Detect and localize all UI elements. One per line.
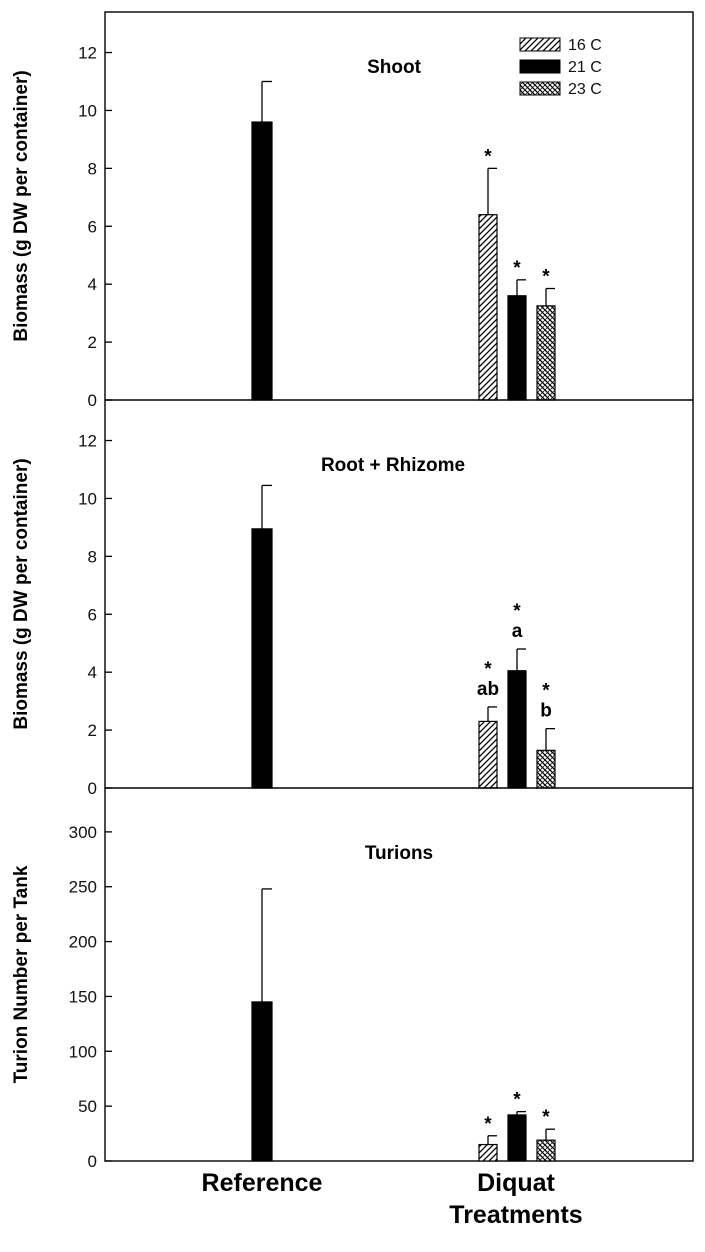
y-tick-label: 2	[88, 721, 97, 740]
y-tick-label: 0	[88, 1152, 97, 1171]
legend-label: 21 C	[568, 59, 602, 76]
significance-asterisk: *	[484, 146, 492, 167]
panel-1: 0 2 4 6 8 10 12 Biomass (g DW per container) Sho…	[11, 44, 556, 410]
y-axis-title: Biomass (g DW per container)	[11, 70, 32, 341]
reference-bar	[251, 528, 273, 789]
y-tick-label: 4	[88, 275, 97, 294]
panel-title: Root + Rhizome	[321, 455, 465, 476]
letter-label: a	[512, 621, 523, 642]
reference-bar	[251, 121, 273, 401]
y-tick-label: 250	[69, 878, 97, 897]
y-tick-label: 4	[88, 663, 97, 682]
treatment-23c-bar	[536, 749, 556, 789]
panel-2: 0 2 4 6 8 10 12 Biomass (g DW per container) Roo…	[11, 399, 693, 798]
reference-bar	[251, 1001, 273, 1162]
significance-asterisk: *	[542, 1107, 550, 1128]
significance-asterisk: *	[513, 258, 521, 279]
treatment-16c-bar	[478, 214, 498, 401]
y-tick-label: 6	[88, 605, 97, 624]
y-tick-label: 50	[78, 1097, 97, 1116]
y-tick-label: 12	[78, 44, 97, 63]
treatment-23c-bar	[536, 305, 556, 401]
y-tick-label: 12	[78, 432, 97, 451]
y-tick-label: 2	[88, 333, 97, 352]
significance-asterisk: *	[484, 1114, 492, 1135]
x-category-labels: Reference Diquat Treatments	[202, 1169, 583, 1229]
y-tick-label: 150	[69, 987, 97, 1006]
plot-frame	[104, 11, 694, 1162]
significance-asterisk: *	[513, 1090, 521, 1111]
legend-label: 16 C	[568, 37, 602, 54]
x-category-diquat-line1: Diquat	[477, 1169, 555, 1197]
legend-swatch-16c	[519, 37, 561, 52]
legend-swatch-23c	[519, 81, 561, 96]
letter-label: ab	[477, 679, 499, 700]
y-axis-title: Biomass (g DW per container)	[11, 458, 32, 729]
significance-asterisk: *	[513, 601, 521, 622]
panels: 0 2 4 6 8 10 12 Biomass (g DW per container) Sho…	[11, 44, 693, 1171]
treatment-16c-bar	[478, 1143, 498, 1162]
y-tick-label: 100	[69, 1042, 97, 1061]
y-tick-label: 6	[88, 217, 97, 236]
panel-title: Turions	[365, 843, 433, 864]
treatment-21c-bar	[507, 295, 527, 401]
panel-title: Shoot	[367, 57, 421, 78]
y-tick-label: 8	[88, 159, 97, 178]
y-tick-label: 10	[78, 101, 97, 120]
treatment-23c-bar	[536, 1139, 556, 1162]
significance-asterisk: *	[484, 659, 492, 680]
y-tick-label: 300	[69, 823, 97, 842]
x-category-diquat-line2: Treatments	[449, 1201, 582, 1229]
y-tick-label: 200	[69, 933, 97, 952]
significance-asterisk: *	[542, 681, 550, 702]
x-category-reference: Reference	[202, 1169, 323, 1197]
y-tick-label: 10	[78, 489, 97, 508]
y-axis-title: Turion Number per Tank	[11, 865, 32, 1083]
legend: 16 C 21 C 23 C	[519, 37, 602, 98]
y-tick-label: 8	[88, 547, 97, 566]
legend-swatch-21c	[519, 59, 561, 74]
significance-asterisk: *	[542, 267, 550, 288]
letter-label: b	[540, 701, 552, 722]
treatment-21c-bar	[507, 670, 527, 789]
y-tick-label: 0	[88, 779, 97, 798]
treatment-16c-bar	[478, 720, 498, 789]
panel-3: 0 50 100 150 200 250 300 Turion Number per Tank…	[11, 787, 693, 1171]
y-tick-label: 0	[88, 391, 97, 410]
treatment-21c-bar	[507, 1114, 527, 1162]
legend-label: 23 C	[568, 81, 602, 98]
